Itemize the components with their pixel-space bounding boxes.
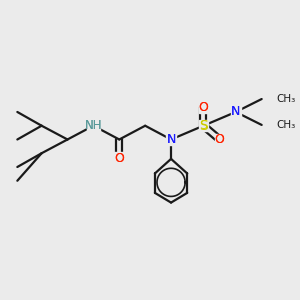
- Bar: [166, 134, 176, 145]
- Text: NH: NH: [85, 119, 102, 132]
- Text: CH₃: CH₃: [276, 94, 296, 104]
- Text: O: O: [114, 152, 124, 165]
- Text: S: S: [200, 119, 207, 132]
- Text: N: N: [167, 133, 176, 146]
- Text: N: N: [231, 106, 241, 118]
- Bar: [199, 101, 208, 113]
- Text: O: O: [199, 100, 208, 114]
- Text: N: N: [167, 133, 176, 146]
- Text: O: O: [114, 152, 124, 165]
- Bar: [215, 134, 224, 145]
- Text: NH: NH: [85, 119, 102, 132]
- Bar: [199, 120, 208, 131]
- Bar: [231, 106, 241, 118]
- Text: O: O: [215, 133, 224, 146]
- Text: N: N: [231, 106, 241, 118]
- Text: S: S: [199, 119, 208, 133]
- Text: O: O: [215, 133, 224, 146]
- Text: O: O: [199, 100, 208, 114]
- Bar: [114, 152, 124, 164]
- Bar: [87, 120, 100, 131]
- Text: CH₃: CH₃: [276, 120, 296, 130]
